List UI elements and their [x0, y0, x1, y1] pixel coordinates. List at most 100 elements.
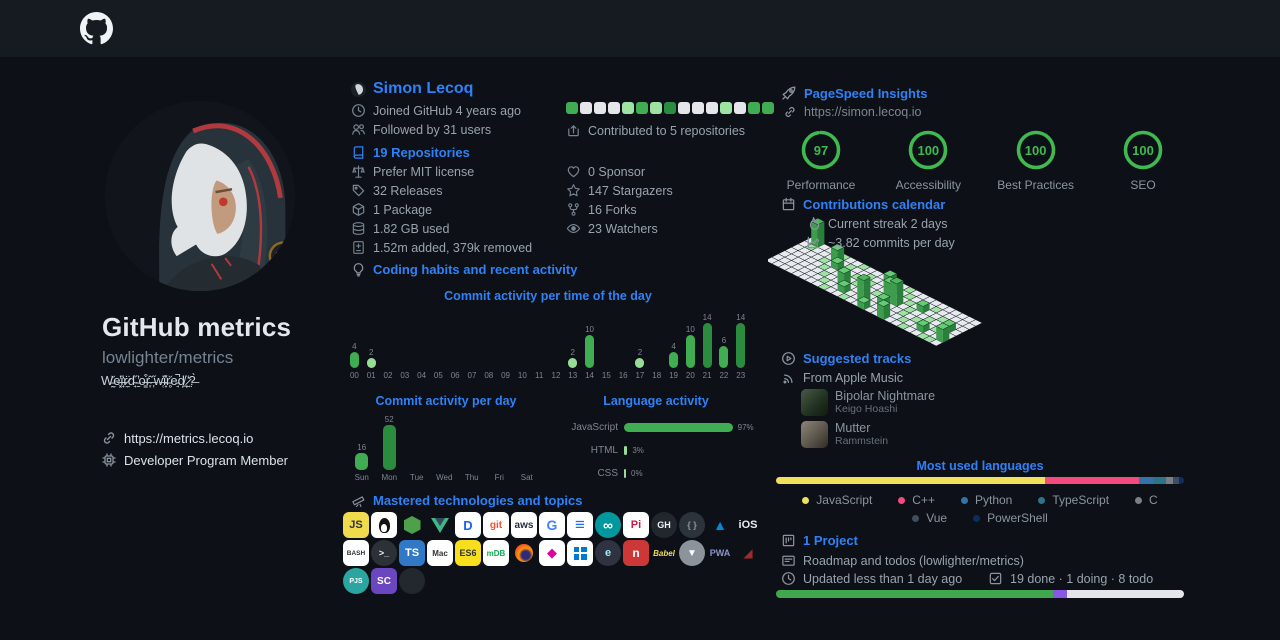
contribution-square — [664, 102, 676, 114]
pagespeed-gauge-best-practices: 100 Best Practices — [991, 128, 1081, 192]
avatar — [104, 100, 296, 292]
track-artist: Rammstein — [835, 435, 889, 447]
bar-15: 15 — [601, 371, 611, 380]
pagespeed-gauge-accessibility: 100 Accessibility — [883, 128, 973, 192]
rss-icon — [783, 374, 793, 384]
website-link[interactable]: https://metrics.lecoq.io — [124, 430, 254, 446]
language-activity-row: JavaScript 97% — [571, 422, 754, 433]
clock-icon — [352, 104, 365, 117]
firefox-icon — [511, 540, 537, 566]
javascript-icon: JS — [343, 512, 369, 538]
user-avatar — [351, 81, 366, 97]
legend-item-PowerShell: PowerShell — [973, 511, 1048, 525]
bar-12: 12 — [551, 371, 561, 380]
bar-06: 06 — [450, 371, 460, 380]
project-status-label: 19 done · 1 doing · 8 todo — [1010, 571, 1154, 586]
bar-Wed: Wed — [436, 473, 453, 482]
contribution-square — [678, 102, 690, 114]
rocket-icon — [782, 86, 796, 100]
lang-segment-PowerShell — [1179, 477, 1184, 484]
album-art — [801, 389, 828, 416]
contributions-calendar-title[interactable]: Contributions calendar — [803, 197, 946, 212]
user-header: Simon Lecoq — [351, 80, 473, 98]
legend-dot — [802, 496, 810, 504]
github-logo[interactable] — [80, 12, 113, 45]
joined-label: Joined GitHub 4 years ago — [373, 103, 522, 118]
page-subtitle: lowlighter/metrics — [102, 348, 234, 367]
contribution-square — [748, 102, 760, 114]
forks-label: 16 Forks — [588, 202, 637, 217]
album-art — [801, 421, 828, 448]
progress-done — [776, 590, 1053, 598]
project-title[interactable]: 1 Project — [803, 533, 858, 548]
bar-03: 03 — [400, 371, 410, 380]
styled-components-icon: SC — [371, 568, 397, 594]
legend-item-Python: Python — [960, 493, 1012, 507]
bar-Sat: Sat — [520, 473, 533, 482]
day-chart: 16 Sun 52 Mon Tue Wed Thu Fri Sat — [348, 408, 541, 482]
legend-item-Vue: Vue — [912, 511, 947, 525]
isometric-calendar — [768, 217, 983, 347]
eye-icon — [566, 223, 581, 234]
followed-label: Followed by 31 users — [373, 122, 492, 137]
track-item[interactable]: Mutter Rammstein — [801, 421, 888, 448]
mastered-title[interactable]: Mastered technologies and topics — [373, 493, 583, 508]
track-item[interactable]: Bipolar Nightmare Keigo Hoashi — [801, 389, 935, 416]
bar-22: 6 22 — [719, 336, 729, 380]
contributed-icon — [568, 124, 579, 137]
note-icon — [782, 555, 795, 566]
contribution-square — [650, 102, 662, 114]
vercel-icon: ▼ — [679, 540, 705, 566]
legend-dot — [898, 496, 906, 504]
windows-icon — [567, 540, 593, 566]
repo-icon — [353, 146, 364, 159]
language-activity-title: Language activity — [603, 394, 709, 408]
habits-title[interactable]: Coding habits and recent activity — [373, 262, 578, 277]
cpu-icon — [102, 453, 116, 467]
clock-icon — [782, 572, 795, 585]
hour-chart: 4 00 2 01 02 03 04 05 06 07 08 09 10 11 12 2 13 10 14 15 16 2… — [346, 306, 749, 380]
lang-segment-JavaScript — [776, 477, 1046, 484]
track-artist: Keigo Hoashi — [835, 403, 898, 415]
contribution-square — [580, 102, 592, 114]
github-icon: GH — [651, 512, 677, 538]
contribution-square — [566, 102, 578, 114]
language-activity-row: HTML 3% — [590, 445, 644, 456]
pagespeed-url[interactable]: https://simon.lecoq.io — [804, 105, 922, 119]
bar-18: 18 — [652, 371, 662, 380]
macos-icon: Mac — [427, 540, 453, 566]
legend-item-C++: C++ — [898, 493, 935, 507]
contribution-square — [636, 102, 648, 114]
electron-icon: e — [595, 540, 621, 566]
page-title: GitHub metrics — [102, 312, 292, 342]
repositories-link[interactable]: 19 Repositories — [373, 145, 470, 160]
babel-icon: Babel — [653, 548, 675, 558]
legend-dot — [973, 514, 981, 522]
pagespeed-title[interactable]: PageSpeed Insights — [804, 85, 928, 101]
tasklist-icon — [989, 572, 1002, 585]
most-used-languages-title: Most used languages — [916, 459, 1044, 473]
flame-icon — [809, 217, 820, 230]
legend-dot — [1135, 496, 1143, 504]
heart-icon — [567, 166, 580, 178]
bar-01: 2 01 — [366, 348, 376, 380]
track-title: Bipolar Nightmare — [835, 389, 936, 403]
sponsors-label: 0 Sponsor — [588, 164, 645, 179]
graphql-icon: ◆ — [539, 540, 565, 566]
contribution-square — [692, 102, 704, 114]
legend-dot — [912, 514, 920, 522]
bar-14: 10 14 — [585, 325, 595, 380]
red-emblem-icon: ◢ — [743, 546, 753, 560]
pagespeed-gauge-seo: 100 SEO — [1098, 128, 1188, 192]
language-activity-chart: JavaScript 97% HTML 3% CSS 0% — [556, 420, 766, 489]
bar-05: 05 — [433, 371, 443, 380]
suggested-tracks-title[interactable]: Suggested tracks — [803, 351, 912, 366]
bar-20: 10 20 — [685, 325, 695, 380]
contribution-square — [734, 102, 746, 114]
package-icon — [352, 203, 365, 216]
bar-04: 04 — [417, 371, 427, 380]
bar-16: 16 — [618, 371, 628, 380]
bar-09: 09 — [501, 371, 511, 380]
project-icon — [782, 534, 795, 547]
user-name-link[interactable]: Simon Lecoq — [373, 80, 474, 97]
